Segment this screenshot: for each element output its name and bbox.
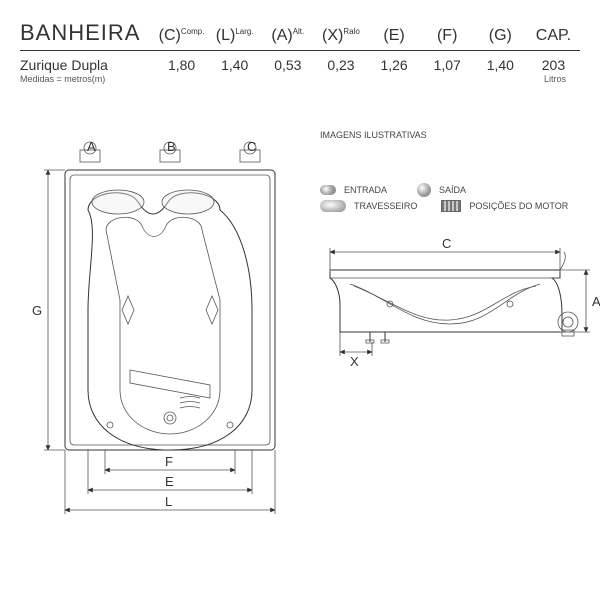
header-columns-row: BANHEIRA (C)Comp. (L)Larg. (A)Alt. (X)Ra… (20, 20, 580, 46)
units-left: Medidas = metros(m) (20, 74, 155, 84)
model-row: Zurique Dupla 1,80 1,40 0,53 0,23 1,26 1… (20, 55, 580, 73)
spec-header: BANHEIRA (C)Comp. (L)Larg. (A)Alt. (X)Ra… (0, 0, 600, 88)
illustrative-note: IMAGENS ILUSTRATIVAS (320, 130, 427, 140)
units-right: Litros (155, 74, 580, 84)
dim-E-label: E (165, 474, 174, 489)
col-E: (E) (368, 27, 421, 45)
technical-diagram: A B C G F (10, 150, 590, 580)
val-F: 1,07 (421, 57, 474, 73)
val-CAP: 203 (527, 57, 580, 73)
model-name: Zurique Dupla (20, 57, 155, 73)
diagram-svg: A B C G F (10, 150, 590, 580)
motor-pos-C-label: C (247, 139, 256, 154)
motor-positions: A B C (80, 139, 260, 162)
dim-side-X-label: X (350, 354, 359, 369)
model-values: 1,80 1,40 0,53 0,23 1,26 1,07 1,40 203 (155, 57, 580, 73)
col-C: (C)Comp. (155, 27, 208, 45)
val-C: 1,80 (155, 57, 208, 73)
motor-pos-A-label: A (87, 139, 96, 154)
dim-G-label: G (32, 303, 42, 318)
side-view: C A X (330, 236, 600, 369)
dim-side-C-label: C (442, 236, 451, 251)
col-A: (A)Alt. (261, 27, 314, 45)
header-rule (20, 50, 580, 51)
dim-L-label: L (165, 494, 172, 509)
units-row: Medidas = metros(m) Litros (20, 73, 580, 84)
val-L: 1,40 (208, 57, 261, 73)
col-L: (L)Larg. (208, 27, 261, 45)
val-A: 0,53 (261, 57, 314, 73)
plan-view: A B C G F (32, 139, 275, 514)
col-G: (G) (474, 27, 527, 45)
product-type-title: BANHEIRA (20, 20, 155, 46)
motor-pos-B-label: B (167, 139, 176, 154)
col-CAP: CAP. (527, 27, 580, 45)
dim-side-A-label: A (592, 294, 600, 309)
val-X: 0,23 (314, 57, 367, 73)
col-X: (X)Ralo (314, 27, 367, 45)
col-F: (F) (421, 27, 474, 45)
val-G: 1,40 (474, 57, 527, 73)
column-headers: (C)Comp. (L)Larg. (A)Alt. (X)Ralo (E) (F… (155, 27, 580, 45)
val-E: 1,26 (368, 57, 421, 73)
dim-F-label: F (165, 454, 173, 469)
